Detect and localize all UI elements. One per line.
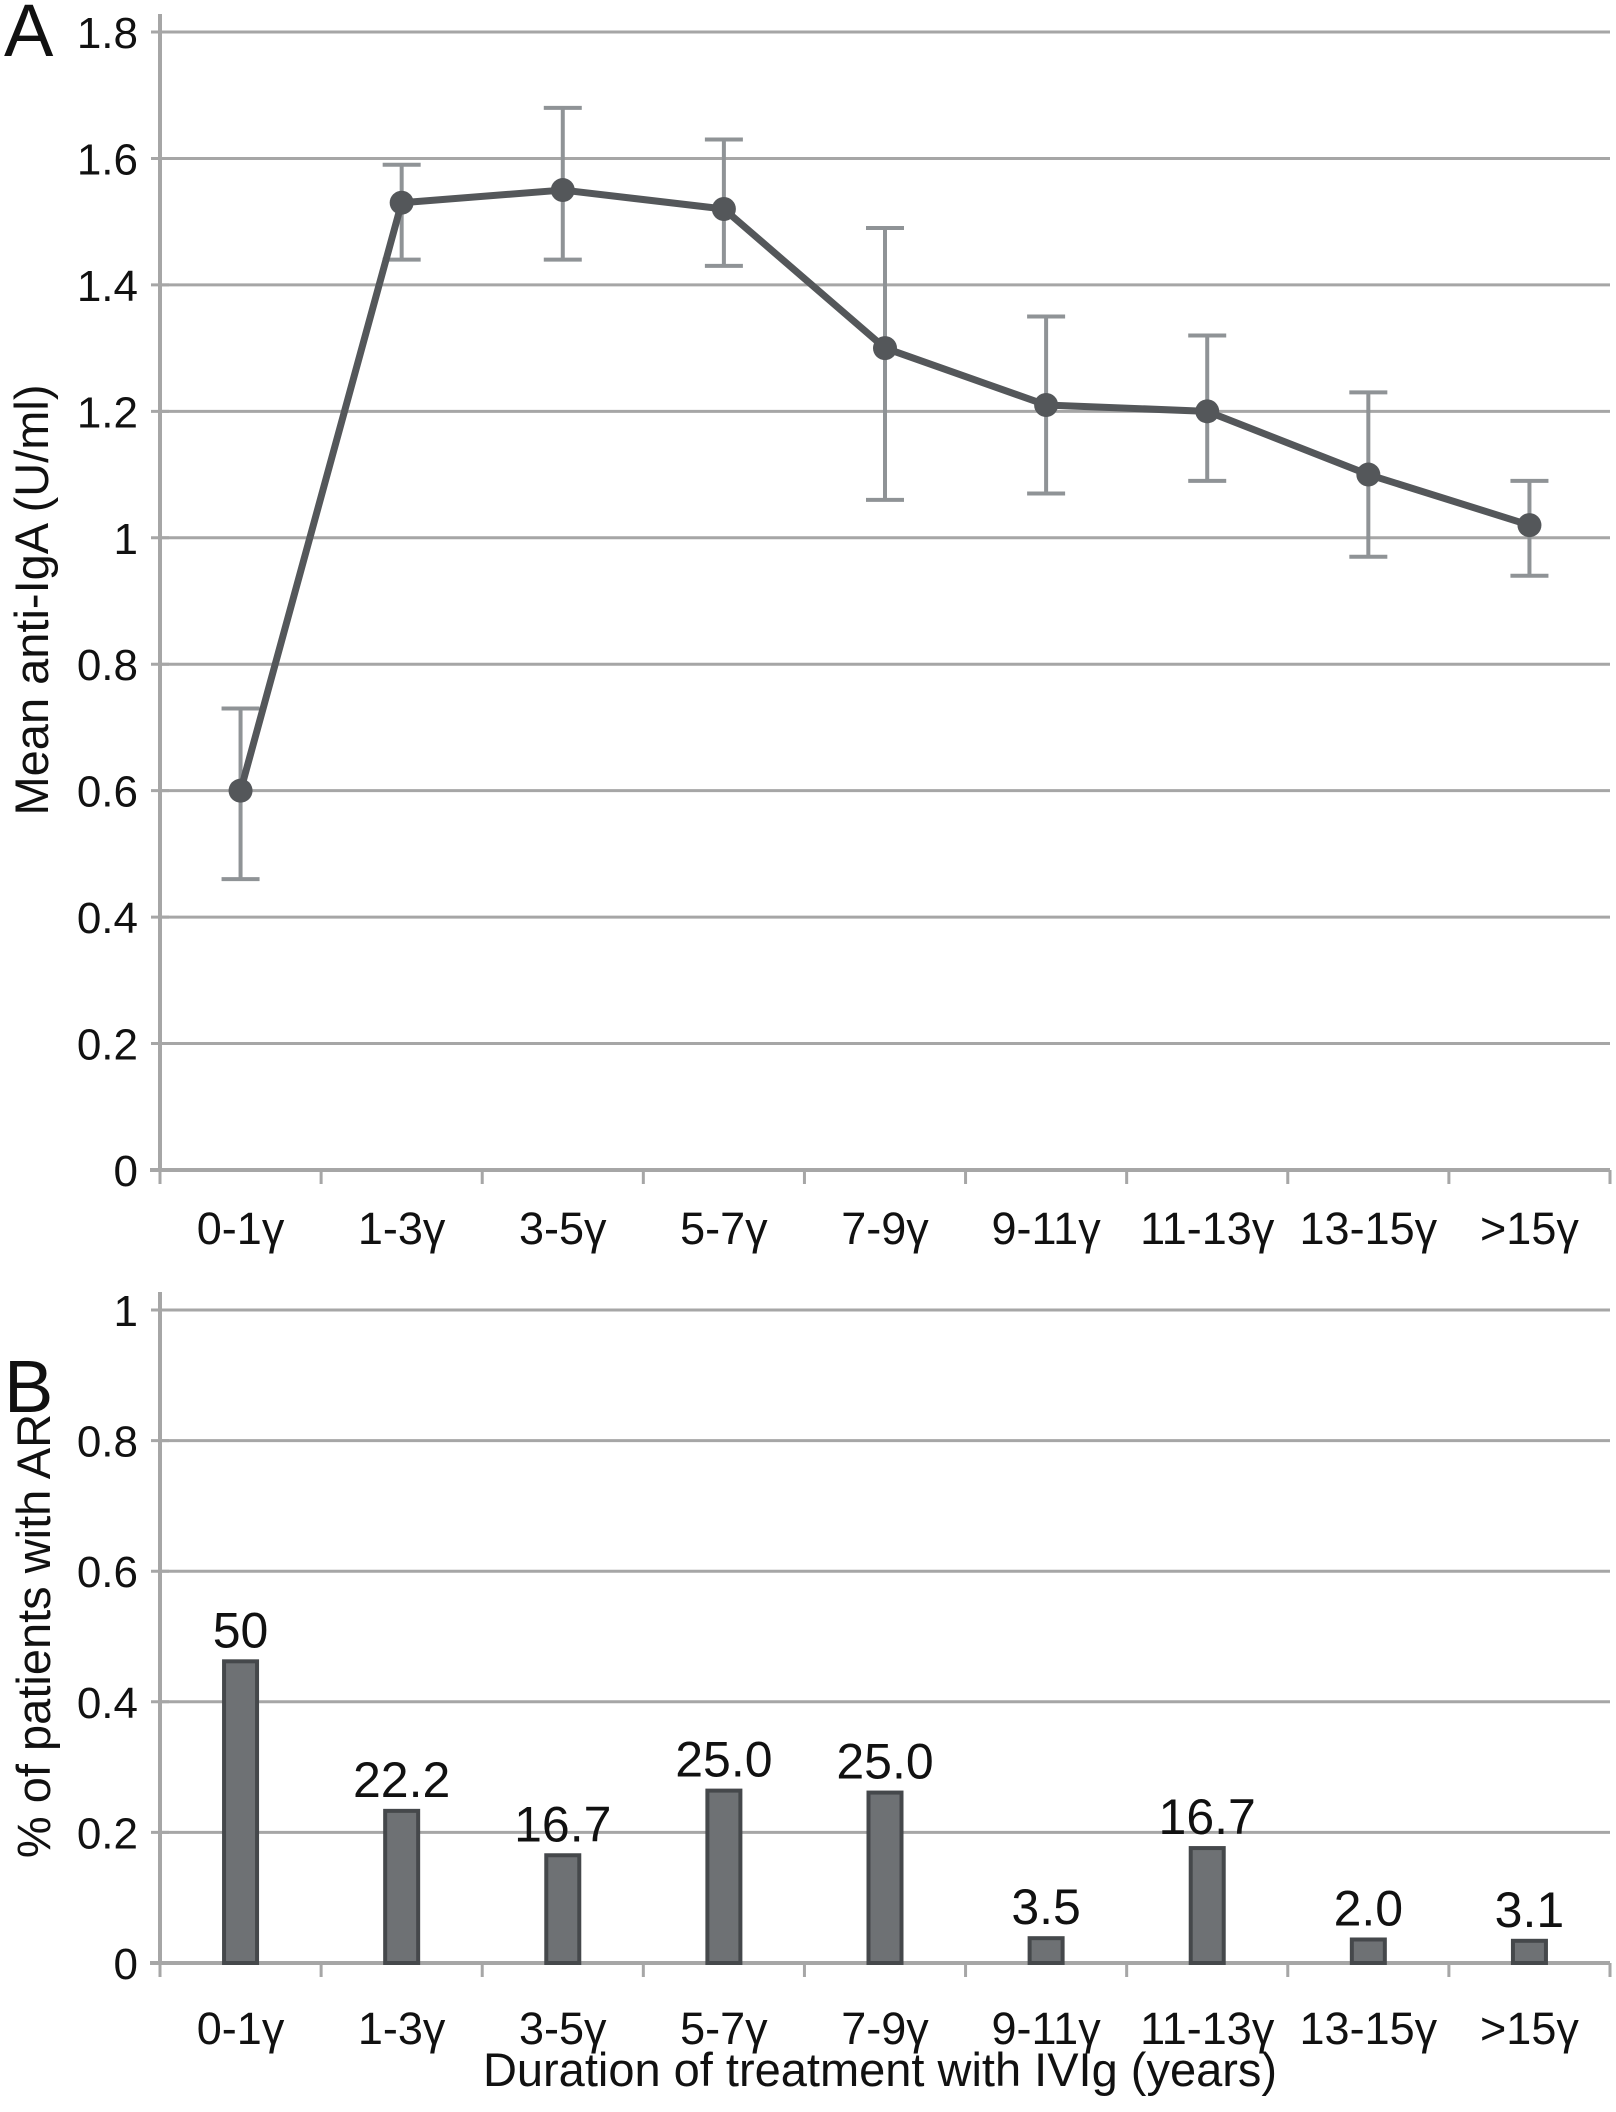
bar [222, 1659, 260, 1965]
y-tick-label: 0.2 [77, 1021, 138, 1070]
bar-value-label: 3.5 [1011, 1879, 1081, 1935]
y-tick-label: 1.2 [77, 388, 138, 437]
x-tick-label: 13-15γ [1300, 1203, 1438, 1254]
data-point [1356, 462, 1381, 487]
y-tick-label: 0.6 [77, 1548, 138, 1597]
x-tick-label: >15γ [1480, 1203, 1579, 1254]
panel-a-letter: A [4, 0, 54, 72]
x-tick-label: 13-15γ [1300, 2003, 1438, 2054]
x-tick-label: 1-3γ [358, 1203, 446, 1254]
bar [1027, 1936, 1065, 1966]
data-point [873, 336, 897, 361]
y-tick-label: 1 [114, 1287, 138, 1336]
x-tick-label: 7-9γ [841, 1203, 929, 1254]
bar [383, 1808, 421, 1965]
data-point [1034, 393, 1059, 418]
y-tick-label: 0.4 [77, 894, 138, 943]
bar-value-label: 16.7 [1159, 1789, 1256, 1845]
bar [544, 1853, 582, 1966]
bar [1349, 1937, 1387, 1965]
bar-value-label: 3.1 [1495, 1882, 1565, 1938]
y-tick-label: 0.8 [77, 1418, 138, 1467]
x-tick-label: 0-1γ [197, 1203, 285, 1254]
x-tick-label: 3-5γ [519, 2003, 607, 2054]
y-tick-label: 0 [114, 1940, 138, 1989]
y-tick-label: 1.4 [77, 262, 138, 311]
data-point [550, 178, 575, 203]
bar-value-label: 2.0 [1334, 1880, 1404, 1936]
data-point [228, 778, 253, 803]
x-tick-label: 7-9γ [841, 2003, 929, 2054]
x-tick-label: 5-7γ [680, 1203, 768, 1254]
y-tick-label: 1 [114, 515, 138, 564]
y-tick-label: 0.6 [77, 768, 138, 817]
x-tick-label: 1-3γ [358, 2003, 446, 2054]
y-tick-label: 0.8 [77, 641, 138, 690]
x-axis-title: Duration of treatment with IVIg (years) [482, 2043, 1278, 2096]
bar-value-label: 25.0 [675, 1732, 772, 1788]
bar-value-label: 22.2 [353, 1752, 450, 1808]
y-tick-label: 1.8 [77, 9, 138, 58]
x-tick-label: 11-13γ [1140, 2003, 1275, 2054]
y-tick-label: 1.6 [77, 135, 138, 184]
x-tick-label: 9-11γ [991, 1203, 1101, 1254]
bar [866, 1790, 904, 1966]
x-tick-label: 9-11γ [991, 2003, 1101, 2054]
bar [1188, 1846, 1226, 1966]
x-tick-label: 0-1γ [197, 2003, 285, 2054]
data-point [389, 190, 414, 215]
bar-value-label: 50 [213, 1602, 269, 1658]
y-tick-label: 0 [114, 1147, 138, 1196]
x-tick-label: 5-7γ [680, 2003, 768, 2054]
y-tick-label: 0.4 [77, 1679, 138, 1728]
data-point [711, 197, 736, 222]
bar-value-label: 25.0 [836, 1734, 933, 1790]
panel-b-letter: B [4, 1345, 54, 1428]
x-tick-label: 3-5γ [519, 1203, 607, 1254]
x-tick-label: 11-13γ [1140, 1203, 1275, 1254]
x-tick-label: >15γ [1480, 2003, 1579, 2054]
data-point [1517, 513, 1542, 538]
y-tick-label: 0.2 [77, 1809, 138, 1858]
data-point [1195, 399, 1220, 424]
bar-value-label: 16.7 [514, 1796, 611, 1852]
bar [705, 1788, 743, 1966]
bar [1510, 1938, 1548, 1965]
